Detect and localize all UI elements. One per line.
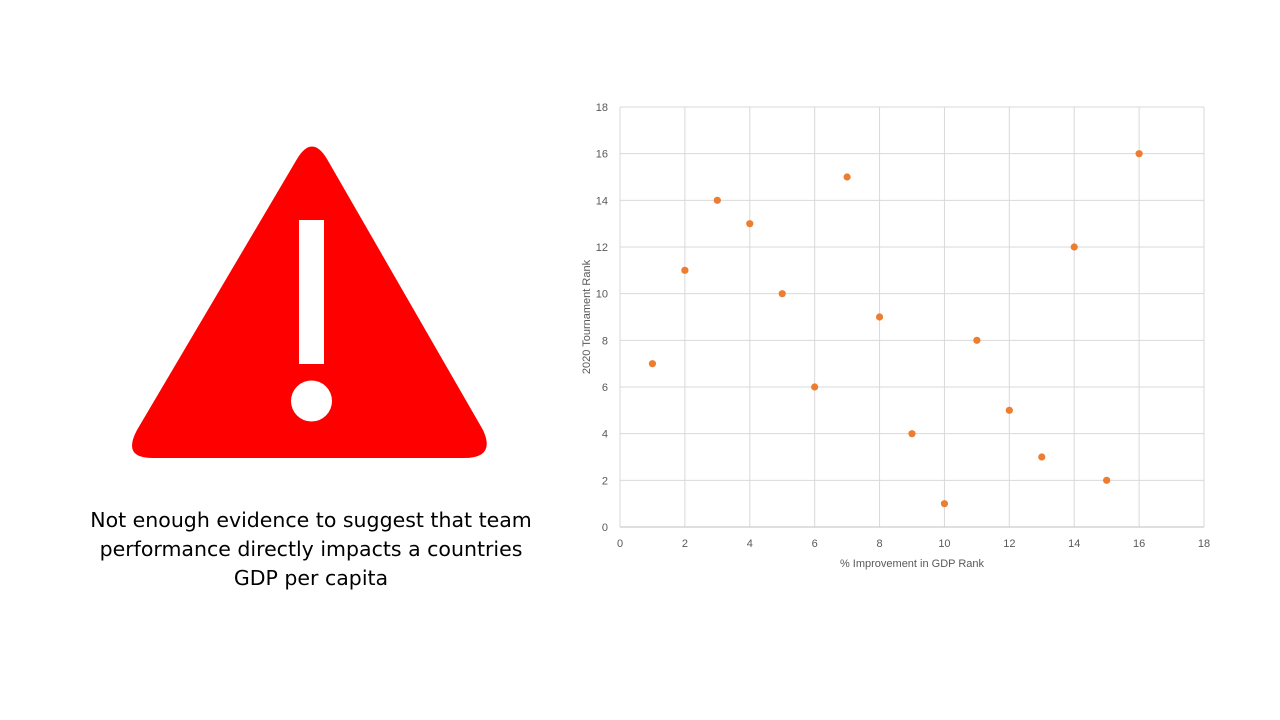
chart-grid: [620, 106, 1205, 527]
x-tick-label: 10: [938, 538, 950, 550]
x-tick-label: 4: [747, 538, 753, 550]
y-tick-label: 18: [596, 102, 608, 114]
x-tick-labels: 0 2 4 6 8 10 12 14 16 18: [617, 538, 1210, 550]
data-point: [973, 336, 981, 344]
y-tick-label: 8: [602, 335, 608, 347]
y-tick-label: 6: [602, 382, 608, 394]
y-tick-label: 16: [596, 149, 608, 161]
y-tick-label: 12: [596, 242, 608, 254]
data-point: [746, 220, 754, 228]
chart-axes: [619, 107, 1204, 528]
y-axis-label: 2020 Tournament Rank: [581, 259, 593, 374]
data-point: [1038, 453, 1046, 461]
x-tick-label: 16: [1133, 538, 1145, 550]
y-tick-label: 2: [602, 475, 608, 487]
scatter-chart: 0 2 4 6 8 10 12 14 16 18 0 2 4 6 8 10 12 14 16 18 % Improv…: [581, 102, 1210, 570]
exclamation-dot: [291, 380, 332, 422]
data-point: [778, 290, 786, 298]
x-tick-label: 0: [617, 538, 623, 550]
data-point: [1135, 150, 1143, 158]
data-point: [681, 266, 689, 274]
y-tick-label: 14: [596, 195, 608, 207]
y-tick-label: 0: [602, 522, 608, 534]
data-point: [1070, 243, 1078, 251]
y-tick-label: 10: [596, 289, 608, 301]
data-point: [940, 500, 949, 508]
data-point: [648, 360, 657, 368]
caption-text: Not enough evidence to suggest that team…: [90, 508, 532, 590]
x-tick-label: 8: [876, 538, 882, 550]
x-tick-label: 6: [812, 538, 818, 550]
y-tick-labels: 0 2 4 6 8 10 12 14 16 18: [596, 102, 608, 534]
data-point: [875, 313, 884, 321]
data-point: [1103, 476, 1111, 484]
data-points: [648, 150, 1143, 508]
x-tick-label: 2: [682, 538, 688, 550]
warning-triangle-icon: [132, 146, 487, 458]
data-point: [1005, 406, 1013, 414]
data-point: [908, 430, 916, 438]
data-point: [713, 196, 721, 204]
exclamation-bar: [299, 220, 324, 364]
data-point: [811, 383, 819, 391]
y-tick-label: 4: [602, 429, 608, 441]
x-tick-label: 12: [1003, 538, 1015, 550]
x-tick-label: 18: [1198, 538, 1210, 550]
x-tick-label: 14: [1068, 538, 1080, 550]
x-axis-label: % Improvement in GDP Rank: [840, 558, 985, 570]
data-point: [843, 173, 851, 181]
